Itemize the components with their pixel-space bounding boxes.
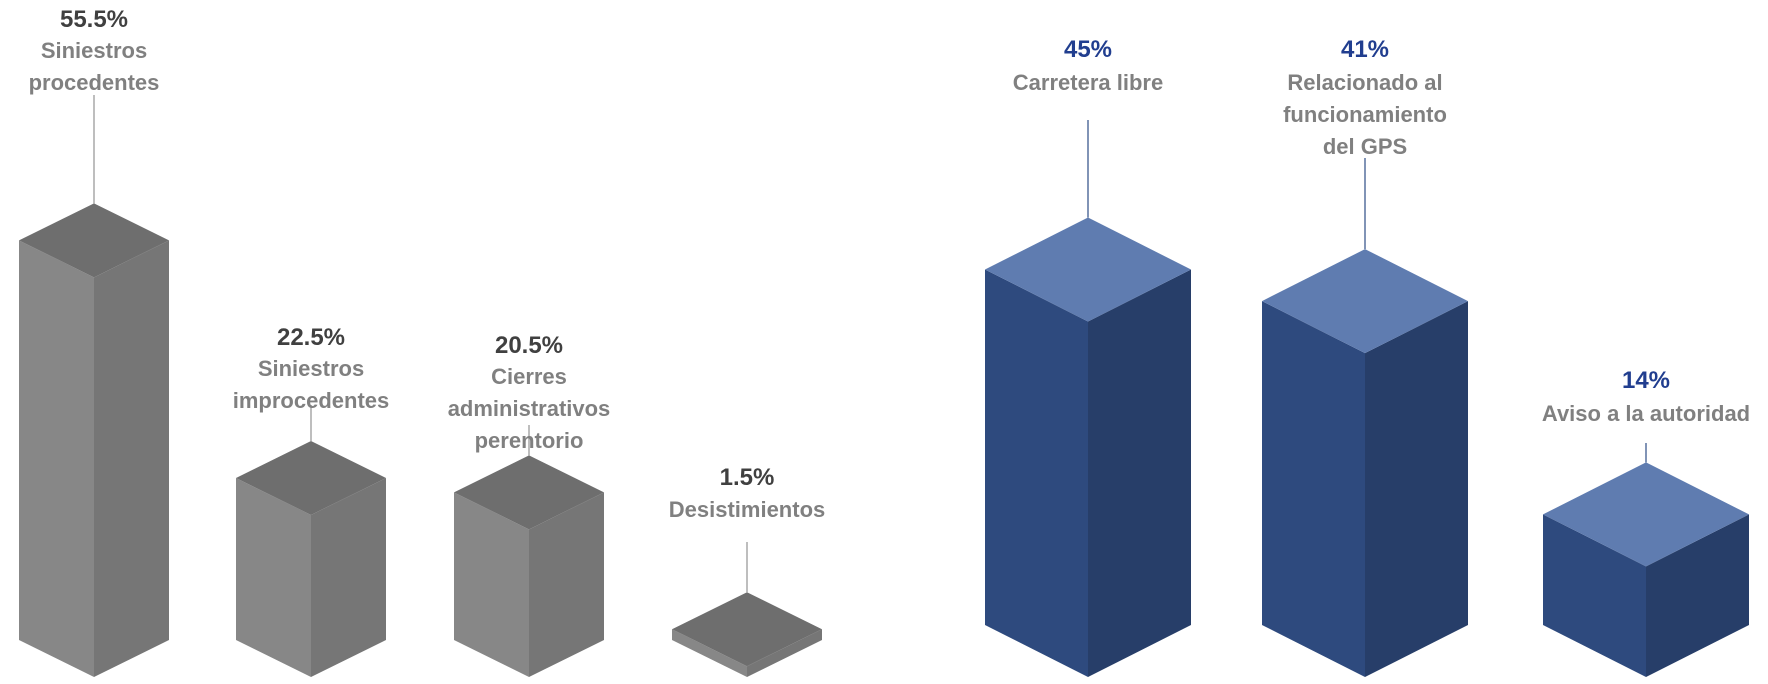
bar-right-face (94, 240, 169, 677)
category-label: Relacionado al funcionamiento del GPS (1283, 70, 1447, 159)
category-label-line: Desistimientos (669, 497, 826, 522)
bar-top-face (672, 592, 822, 667)
bar-right-face (1088, 269, 1191, 677)
bar-top-face (236, 441, 386, 515)
bar-right-face (747, 629, 822, 677)
bar-2: 41% Relacionado al funcionamiento del GPS (1262, 36, 1468, 677)
category-label: Carretera libre (1013, 70, 1163, 95)
category-label-line: Carretera libre (1013, 70, 1163, 95)
bar-top-face (1543, 462, 1749, 567)
value-label: 55.5% (60, 6, 128, 33)
bar-top-face (1262, 249, 1468, 354)
category-label-line: administrativos (448, 396, 611, 421)
category-label: Aviso a la autoridad (1542, 401, 1750, 426)
value-label: 22.5% (277, 324, 345, 351)
bar-left-face (236, 478, 311, 677)
bar-top-face (985, 217, 1191, 322)
category-label: Siniestros procedentes (29, 38, 160, 95)
bar-right-face (529, 492, 604, 677)
category-label: Cierres administrativos perentorio (448, 364, 611, 453)
bar-4: 1.5% Desistimientos (669, 464, 826, 677)
bar-left-face (19, 240, 94, 677)
category-label-line: funcionamiento (1283, 102, 1447, 127)
category-label: Siniestros improcedentes (233, 356, 390, 413)
bar-left-face (1543, 514, 1646, 677)
value-label: 14% (1622, 367, 1670, 394)
category-label-line: Cierres (491, 364, 567, 389)
category-label-line: Relacionado al (1287, 70, 1442, 95)
chart-2: 45% Carretera libre 41% Relacionado al funci… (985, 36, 1750, 677)
bar-right-face (1365, 301, 1468, 677)
category-label-line: improcedentes (233, 388, 390, 413)
bar-2: 22.5% Siniestros improcedentes (233, 324, 390, 677)
bar-right-face (311, 478, 386, 677)
chart-1: 55.5% Siniestros procedentes 22.5% Siniestro… (19, 6, 825, 677)
bar-left-face (672, 629, 747, 677)
bar-left-face (985, 269, 1088, 677)
bar-left-face (454, 492, 529, 677)
value-label: 41% (1341, 36, 1389, 63)
category-label-line: Aviso a la autoridad (1542, 401, 1750, 426)
bar-3: 14% Aviso a la autoridad (1542, 367, 1750, 677)
value-label: 20.5% (495, 332, 563, 359)
value-label: 45% (1064, 36, 1112, 63)
category-label-line: Siniestros (41, 38, 147, 63)
value-label: 1.5% (720, 464, 775, 491)
category-label: Desistimientos (669, 497, 826, 522)
bar-3: 20.5% Cierres administrativos perentorio (448, 332, 611, 677)
bar-left-face (1262, 301, 1365, 677)
bar-1: 45% Carretera libre (985, 36, 1191, 677)
category-label-line: del GPS (1323, 134, 1407, 159)
bar-top-face (454, 455, 604, 530)
bar-1: 55.5% Siniestros procedentes (19, 6, 169, 677)
category-label-line: perentorio (475, 428, 584, 453)
bar-right-face (1646, 514, 1749, 677)
category-label-line: procedentes (29, 70, 160, 95)
category-label-line: Siniestros (258, 356, 364, 381)
bar-top-face (19, 203, 169, 278)
